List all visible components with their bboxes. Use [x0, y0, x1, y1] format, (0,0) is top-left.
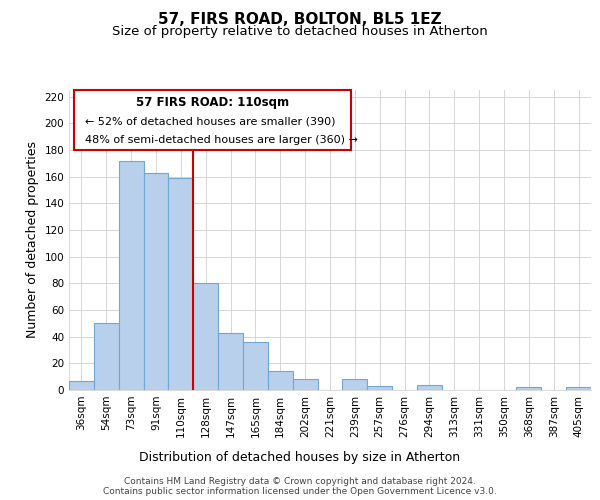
Text: 48% of semi-detached houses are larger (360) →: 48% of semi-detached houses are larger (… — [85, 135, 358, 145]
Bar — [169, 178, 193, 390]
Bar — [367, 386, 392, 390]
Text: ← 52% of detached houses are smaller (390): ← 52% of detached houses are smaller (39… — [85, 117, 335, 127]
Bar — [517, 388, 541, 390]
Text: 57 FIRS ROAD: 110sqm: 57 FIRS ROAD: 110sqm — [136, 96, 289, 109]
Y-axis label: Number of detached properties: Number of detached properties — [26, 142, 39, 338]
Bar — [218, 332, 243, 390]
Bar — [69, 380, 94, 390]
Bar — [566, 388, 591, 390]
Bar — [343, 380, 367, 390]
FancyBboxPatch shape — [74, 90, 351, 150]
Bar — [193, 284, 218, 390]
Bar — [143, 172, 169, 390]
Text: Size of property relative to detached houses in Atherton: Size of property relative to detached ho… — [112, 25, 488, 38]
Text: Contains public sector information licensed under the Open Government Licence v3: Contains public sector information licen… — [103, 486, 497, 496]
Text: Contains HM Land Registry data © Crown copyright and database right 2024.: Contains HM Land Registry data © Crown c… — [124, 476, 476, 486]
Bar — [243, 342, 268, 390]
Bar — [94, 324, 119, 390]
Bar — [293, 380, 317, 390]
Bar — [417, 384, 442, 390]
Bar — [119, 160, 143, 390]
Text: Distribution of detached houses by size in Atherton: Distribution of detached houses by size … — [139, 451, 461, 464]
Text: 57, FIRS ROAD, BOLTON, BL5 1EZ: 57, FIRS ROAD, BOLTON, BL5 1EZ — [158, 12, 442, 28]
Bar — [268, 372, 293, 390]
